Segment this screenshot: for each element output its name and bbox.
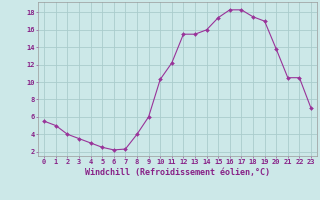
X-axis label: Windchill (Refroidissement éolien,°C): Windchill (Refroidissement éolien,°C) <box>85 168 270 177</box>
